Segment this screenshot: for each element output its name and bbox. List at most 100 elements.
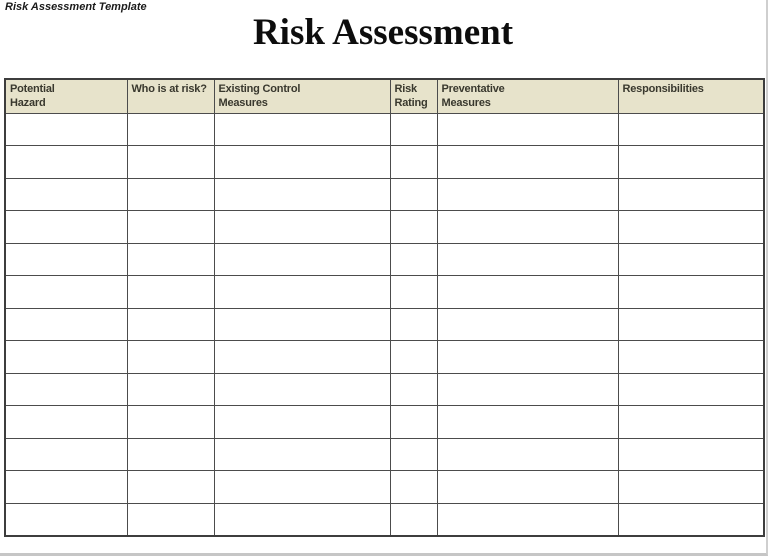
table-cell: [126, 242, 215, 277]
column-header-line: Who is at risk?: [131, 83, 207, 95]
table-cell: [126, 502, 215, 537]
column-header-line: Responsibilities: [622, 83, 704, 95]
table-header: Potential Hazard Who is at risk? Existing C…: [4, 78, 765, 114]
table-row: [4, 307, 765, 342]
table-cell: [126, 210, 215, 244]
table-row: [4, 145, 765, 179]
table-row: [4, 340, 765, 374]
table-cell: [436, 405, 619, 439]
table-body: [4, 112, 765, 537]
table-cell: [617, 275, 765, 309]
table-cell: [4, 502, 128, 537]
table-cell: [126, 372, 215, 407]
table-cell: [389, 112, 438, 147]
table-cell: [436, 502, 619, 537]
table-cell: [389, 502, 438, 537]
table-cell: [4, 307, 128, 342]
table-row: [4, 405, 765, 439]
table-cell: [213, 242, 391, 277]
table-cell: [436, 177, 619, 212]
table-cell: [213, 437, 391, 472]
table-cell: [389, 437, 438, 472]
table-cell: [4, 145, 128, 179]
column-header-who-is-at-risk: Who is at risk?: [126, 78, 215, 114]
table-cell: [126, 340, 215, 374]
column-header-line: Measures: [441, 97, 491, 110]
table-cell: [617, 307, 765, 342]
table-cell: [436, 372, 619, 407]
table-cell: [126, 145, 215, 179]
table-cell: [126, 405, 215, 439]
document-header-label: Risk Assessment Template: [5, 1, 147, 13]
table-cell: [4, 372, 128, 407]
table-cell: [126, 437, 215, 472]
table-row: [4, 502, 765, 537]
table-cell: [389, 145, 438, 179]
table-cell: [213, 405, 391, 439]
table-cell: [617, 372, 765, 407]
table-cell: [4, 340, 128, 374]
table-cell: [4, 242, 128, 277]
table-cell: [617, 340, 765, 374]
table-cell: [213, 145, 391, 179]
table-row: [4, 112, 765, 147]
table-cell: [617, 470, 765, 504]
page-title: Risk Assessment: [252, 12, 514, 53]
column-header-preventative-measures: Preventative Measures: [436, 78, 619, 114]
table-cell: [436, 437, 619, 472]
table-cell: [213, 112, 391, 147]
table-row: [4, 275, 765, 309]
table-header-row: Potential Hazard Who is at risk? Existing C…: [4, 78, 765, 114]
table-cell: [213, 502, 391, 537]
table-cell: [617, 437, 765, 472]
column-header-line: Potential: [10, 83, 55, 95]
table-cell: [4, 437, 128, 472]
table-row: [4, 372, 765, 407]
column-header-responsibilities: Responsibilities: [617, 78, 765, 114]
table-cell: [389, 242, 438, 277]
table-cell: [213, 372, 391, 407]
table-cell: [213, 340, 391, 374]
table-cell: [389, 275, 438, 309]
table-cell: [436, 307, 619, 342]
table-row: [4, 210, 765, 244]
table-row: [4, 437, 765, 472]
table-cell: [436, 112, 619, 147]
table-cell: [436, 145, 619, 179]
table-cell: [617, 242, 765, 277]
column-header-line: Rating: [394, 97, 428, 110]
table-cell: [436, 340, 619, 374]
table-cell: [4, 275, 128, 309]
table-cell: [617, 145, 765, 179]
table-cell: [213, 275, 391, 309]
table-cell: [4, 112, 128, 147]
table-cell: [126, 177, 215, 212]
table-cell: [213, 307, 391, 342]
column-header-line: Preventative: [441, 83, 505, 95]
table-cell: [617, 177, 765, 212]
table-cell: [213, 177, 391, 212]
table-row: [4, 470, 765, 504]
table-cell: [436, 275, 619, 309]
column-header-line: Hazard: [10, 97, 46, 110]
table-cell: [213, 470, 391, 504]
column-header-potential-hazard: Potential Hazard: [4, 78, 128, 114]
table-cell: [126, 307, 215, 342]
table-cell: [389, 177, 438, 212]
table-cell: [617, 210, 765, 244]
table-cell: [389, 372, 438, 407]
table-cell: [213, 210, 391, 244]
table-cell: [617, 112, 765, 147]
table-cell: [436, 470, 619, 504]
column-header-line: Existing Control: [218, 83, 301, 95]
table-cell: [4, 470, 128, 504]
table-cell: [126, 275, 215, 309]
table-cell: [389, 307, 438, 342]
table-cell: [4, 177, 128, 212]
table-cell: [4, 210, 128, 244]
table-cell: [436, 242, 619, 277]
table-cell: [389, 405, 438, 439]
table-cell: [389, 340, 438, 374]
column-header-line: Measures: [218, 97, 268, 110]
